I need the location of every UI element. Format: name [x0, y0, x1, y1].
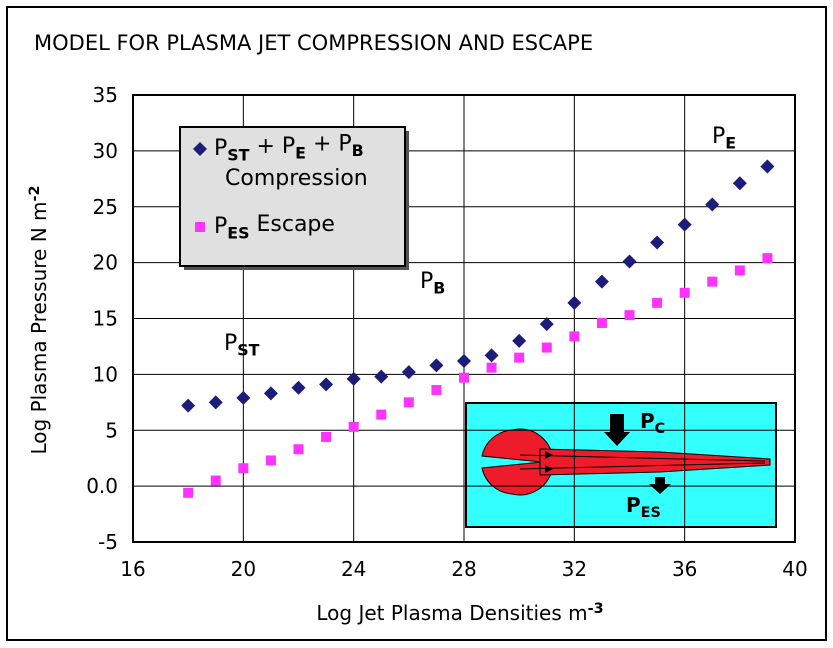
- x-tick-label: 32: [562, 557, 587, 581]
- point: [652, 298, 662, 308]
- y-tick-label: 25: [93, 195, 118, 219]
- chart: MODEL FOR PLASMA JET COMPRESSION AND ESC…: [0, 0, 833, 648]
- y-tick-label: 0.0: [86, 474, 118, 498]
- text-part: Compression: [225, 166, 368, 191]
- text-part: P: [640, 409, 655, 433]
- point: [238, 463, 248, 473]
- point: [431, 385, 441, 395]
- y-tick-label: 35: [93, 83, 118, 107]
- rich-text: Compression: [225, 166, 368, 191]
- point: [376, 410, 386, 420]
- subscript: ST: [227, 146, 249, 165]
- x-tick-label: 28: [451, 557, 476, 581]
- frame: [7, 7, 826, 640]
- subscript: E: [725, 134, 736, 153]
- y-tick-label: -5: [98, 530, 118, 554]
- point: [569, 331, 579, 341]
- point: [487, 363, 497, 373]
- subscript: ST: [237, 341, 259, 360]
- point: [514, 353, 524, 363]
- subscript: E: [295, 143, 306, 162]
- chart-title: MODEL FOR PLASMA JET COMPRESSION AND ESC…: [34, 31, 593, 55]
- text-part: Log Plasma Pressure N m: [27, 201, 51, 454]
- point: [680, 288, 690, 298]
- point: [542, 343, 552, 353]
- point: [321, 432, 331, 442]
- text-part: Log Jet Plasma Densities m: [316, 601, 587, 625]
- text-part: P: [626, 493, 641, 517]
- text-part: + P: [249, 134, 295, 159]
- y-tick-label: 10: [93, 362, 118, 386]
- y-tick-label: 5: [105, 418, 118, 442]
- text-part: Escape: [250, 212, 335, 237]
- legend-swatch: [195, 222, 205, 232]
- point: [294, 444, 304, 454]
- point: [459, 373, 469, 383]
- text-part: P: [214, 214, 227, 239]
- subscript: ES: [227, 224, 249, 243]
- x-tick-label: 20: [231, 557, 256, 581]
- text-part: P: [712, 124, 725, 149]
- x-tick-label: 16: [120, 557, 145, 581]
- y-tick-label: 20: [93, 251, 118, 275]
- point: [404, 397, 414, 407]
- x-tick-label: 36: [672, 557, 697, 581]
- point: [707, 277, 717, 287]
- subscript: B: [352, 141, 364, 160]
- superscript: -3: [588, 601, 604, 617]
- x-tick-label: 40: [782, 557, 807, 581]
- rich-text: Log Plasma Pressure N m-2: [27, 185, 51, 454]
- subscript: C: [655, 421, 666, 437]
- y-tick-label: 15: [93, 307, 118, 331]
- point: [211, 476, 221, 486]
- text-part: P: [420, 269, 433, 294]
- text-part: + P: [306, 132, 352, 157]
- point: [349, 422, 359, 432]
- text-part: P: [214, 136, 227, 161]
- point: [597, 318, 607, 328]
- point: [762, 253, 772, 263]
- text-part: P: [224, 331, 237, 356]
- rich-text: Log Jet Plasma Densities m-3: [316, 601, 603, 625]
- y-tick-label: 30: [93, 139, 118, 163]
- subscript: B: [433, 279, 445, 298]
- point: [625, 310, 635, 320]
- superscript: -2: [27, 185, 43, 201]
- point: [266, 455, 276, 465]
- point: [183, 488, 193, 498]
- x-tick-label: 24: [341, 557, 366, 581]
- point: [735, 265, 745, 275]
- subscript: ES: [641, 505, 661, 521]
